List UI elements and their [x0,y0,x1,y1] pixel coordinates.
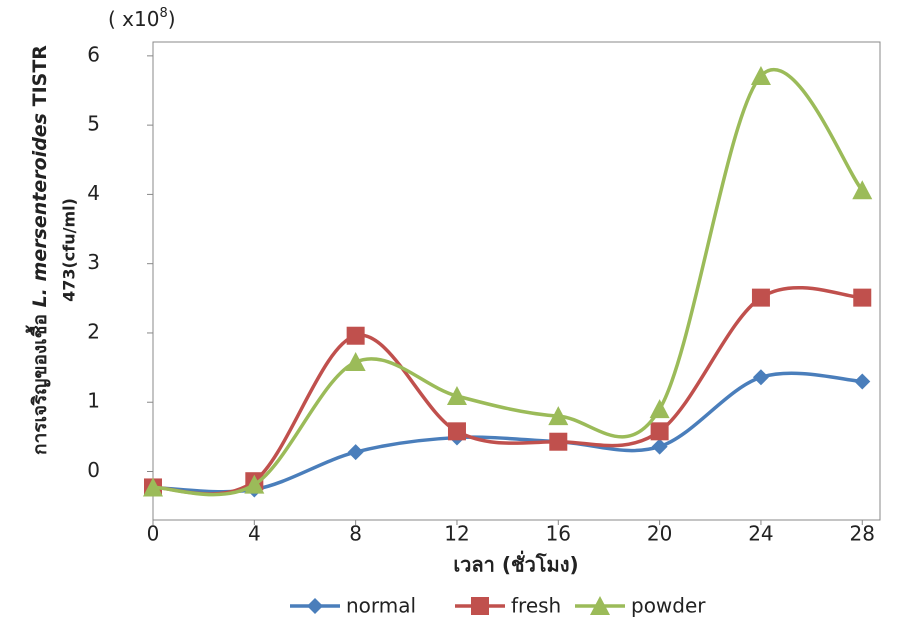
y-tick-label: 6 [87,42,100,66]
marker [751,288,770,307]
y-multiplier: ( x108) [108,6,176,31]
legend-marker [307,598,323,614]
multiplier-base: ( x10 [108,7,159,31]
y-label-part: L. mersenteroides [29,113,51,307]
legend-marker [471,597,489,615]
marker [852,180,873,200]
y-tick-label: 3 [87,250,100,274]
y-tick-label: 0 [87,458,100,482]
legend-marker [590,596,610,615]
plot-frame [152,41,881,521]
y-axis-title: การเจริญของเชื้อ L. mersenteroides TISTR [25,45,51,455]
marker [446,385,467,405]
x-tick-label: 16 [546,522,571,546]
y-tick-label: 1 [87,389,100,413]
marker [347,444,364,461]
marker [853,288,872,307]
marker [345,352,366,372]
series-line [152,286,863,496]
y-label-part: การเจริญของเชื้อ [25,314,51,455]
y-label-part: TISTR [29,45,51,107]
legend-label: normal [346,594,416,618]
x-tick-label: 12 [444,522,469,546]
x-tick-label: 0 [147,522,160,546]
marker [447,422,466,441]
legend-label: powder [631,594,706,618]
marker [752,369,769,386]
x-tick-label: 20 [647,522,672,546]
x-tick-label: 28 [850,522,875,546]
x-tick-label: 24 [748,522,773,546]
marker [651,438,668,455]
marker [649,399,670,419]
multiplier-close: ) [168,7,176,31]
marker [650,422,669,441]
marker [143,477,163,497]
x-tick-label: 4 [248,522,261,546]
x-axis-title: เวลา (ชั่วโมง) [453,550,578,577]
marker [549,432,568,451]
series-line [152,67,864,497]
multiplier-exp: 8 [159,6,167,21]
y-axis-title-line2: 473(cfu/ml) [60,198,79,302]
marker [854,373,871,390]
marker [548,406,569,426]
legend-label: fresh [511,594,561,618]
marker [750,65,771,85]
x-tick-label: 8 [349,522,362,546]
marker [346,326,365,345]
y-tick-label: 4 [87,181,100,205]
series-line [152,371,863,494]
y-tick-label: 2 [87,319,100,343]
y-tick-label: 5 [87,112,100,136]
marker [244,474,265,494]
